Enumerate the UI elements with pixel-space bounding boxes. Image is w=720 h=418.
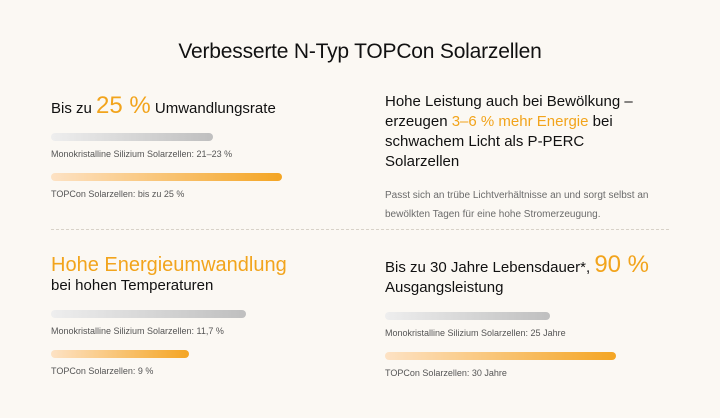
- mono-silicon-bar: [51, 133, 213, 141]
- mono-silicon-temp-label: Monokristalline Silizium Solarzellen: 11…: [51, 326, 224, 336]
- lifetime-section: Bis zu 30 Jahre Lebensdauer*, 90 % Ausga…: [385, 253, 685, 378]
- conversion-rate-value: 25 %: [96, 92, 151, 119]
- energy-gain-highlight: 3–6 % mehr Energie: [451, 113, 589, 130]
- lifetime-line-2: Ausgangsleistung: [385, 279, 504, 296]
- low-light-description: Passt sich an trübe Lichtverhältnisse an…: [385, 190, 649, 220]
- headline-prefix: Bis zu: [51, 100, 97, 117]
- temperature-subline: bei hohen Temperaturen: [51, 277, 214, 294]
- low-light-line-1: Hohe Leistung auch bei Bewölkung –: [385, 93, 633, 110]
- topcon-bar-label: TOPCon Solarzellen: bis zu 25 %: [51, 189, 185, 199]
- conversion-rate-headline: Bis zu 25 % Umwandlungsrate: [51, 94, 351, 119]
- headline-suffix: Umwandlungsrate: [150, 100, 276, 117]
- page-title: Verbesserte N-Typ TOPCon Solarzellen: [178, 40, 542, 63]
- topcon-temp-label: TOPCon Solarzellen: 9 %: [51, 366, 154, 376]
- temperature-section: Hohe Energieumwandlung bei hohen Tempera…: [51, 254, 351, 376]
- low-light-line-3: schwachem Licht als P-PERC: [385, 133, 585, 150]
- low-light-line-4: Solarzellen: [385, 153, 460, 170]
- lifetime-prefix: Bis zu 30 Jahre Lebensdauer*,: [385, 259, 595, 276]
- topcon-temp-bar: [51, 350, 189, 358]
- topcon-life-bar: [385, 352, 616, 360]
- section-divider: [51, 229, 669, 230]
- lifetime-headline: Bis zu 30 Jahre Lebensdauer*, 90 % Ausga…: [385, 253, 685, 298]
- line2-prefix: erzeugen: [385, 113, 452, 130]
- mono-silicon-temp-bar: [51, 310, 246, 318]
- mono-silicon-life-bar: [385, 312, 550, 320]
- conversion-rate-section: Bis zu 25 % Umwandlungsrate Monokristall…: [51, 94, 351, 199]
- low-light-section: Hohe Leistung auch bei Bewölkung – erzeu…: [385, 92, 675, 224]
- topcon-life-label: TOPCon Solarzellen: 30 Jahre: [385, 368, 507, 378]
- temperature-headline: Hohe Energieumwandlung: [51, 254, 287, 276]
- topcon-bar: [51, 173, 282, 181]
- low-light-line-2: erzeugen 3–6 % mehr Energie bei: [385, 112, 675, 132]
- low-light-headline: Hohe Leistung auch bei Bewölkung – erzeu…: [385, 92, 675, 172]
- mono-silicon-bar-label: Monokristalline Silizium Solarzellen: 21…: [51, 149, 233, 159]
- output-retention-value: 90 %: [594, 251, 650, 278]
- line2-suffix: bei: [588, 113, 613, 130]
- mono-silicon-life-label: Monokristalline Silizium Solarzellen: 25…: [385, 328, 566, 338]
